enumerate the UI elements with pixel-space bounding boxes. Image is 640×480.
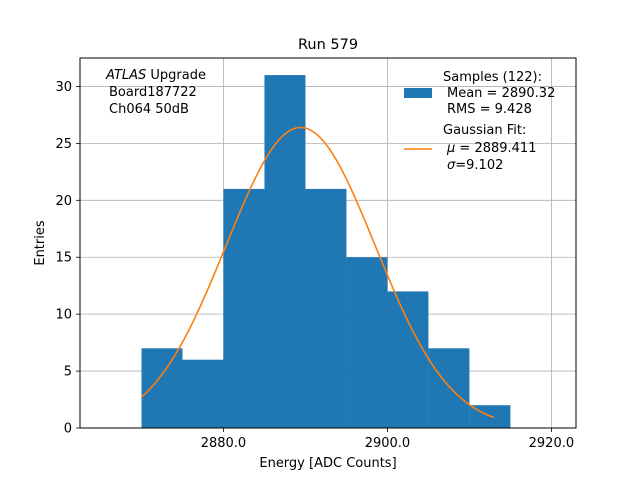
y-tick-label: 25 <box>55 137 72 152</box>
plot-frame <box>79 57 577 429</box>
legend-samples-mean: Mean = 2890.32 <box>447 86 555 101</box>
histogram-bars <box>141 75 511 429</box>
legend-fit-title: Gaussian Fit: <box>443 123 526 138</box>
legend-samples-title: Samples (122): <box>443 70 542 85</box>
y-axis-ticks: 0 5 10 15 20 25 30 <box>55 80 80 437</box>
y-tick-label: 30 <box>55 80 72 95</box>
chart-title: Run 579 <box>298 37 358 53</box>
legend-fit-sigma: σ=9.102 <box>447 158 503 173</box>
y-tick-label: 0 <box>64 422 72 437</box>
y-tick-label: 20 <box>55 194 72 209</box>
annotation-line-3: Ch064 50dB <box>109 102 189 117</box>
legend-samples-rms: RMS = 9.428 <box>447 102 532 117</box>
legend: Samples (122): Mean = 2890.32 RMS = 9.42… <box>404 70 555 173</box>
legend-fit-mu: μ = 2889.411 <box>446 141 536 156</box>
y-tick-label: 15 <box>55 251 72 266</box>
legend-samples-swatch <box>404 88 432 98</box>
x-tick-label: 2900.0 <box>365 436 411 451</box>
histogram-bar <box>346 257 388 428</box>
legend-sigma-symbol: σ <box>447 158 456 173</box>
legend-sigma-value: =9.102 <box>455 158 503 173</box>
histogram-bar <box>387 291 429 428</box>
x-axis-label: Energy [ADC Counts] <box>259 456 396 471</box>
atlas-annotation: ATLAS Upgrade Board187722 Ch064 50dB <box>105 68 206 117</box>
histogram-bar <box>428 348 470 428</box>
histogram-bar <box>223 188 265 428</box>
y-tick-label: 5 <box>64 365 72 380</box>
y-axis-label: Entries <box>33 220 48 266</box>
annotation-upgrade: Upgrade <box>146 68 206 83</box>
annotation-atlas: ATLAS <box>105 68 146 83</box>
annotation-line-1: ATLAS Upgrade <box>105 68 206 83</box>
x-axis-ticks: 2880.0 2900.0 2920.0 <box>201 428 574 451</box>
annotation-line-2: Board187722 <box>109 85 197 100</box>
x-tick-label: 2880.0 <box>201 436 247 451</box>
gaussian-fit-line <box>140 126 495 419</box>
histogram-bar <box>305 188 347 428</box>
legend-mu-symbol: μ <box>446 141 455 156</box>
histogram-bar <box>141 348 183 428</box>
legend-mu-value: = 2889.411 <box>455 141 536 156</box>
fit-curve-group <box>140 126 495 419</box>
y-tick-label: 10 <box>55 308 72 323</box>
histogram-bar <box>182 359 224 428</box>
x-tick-label: 2920.0 <box>529 436 575 451</box>
